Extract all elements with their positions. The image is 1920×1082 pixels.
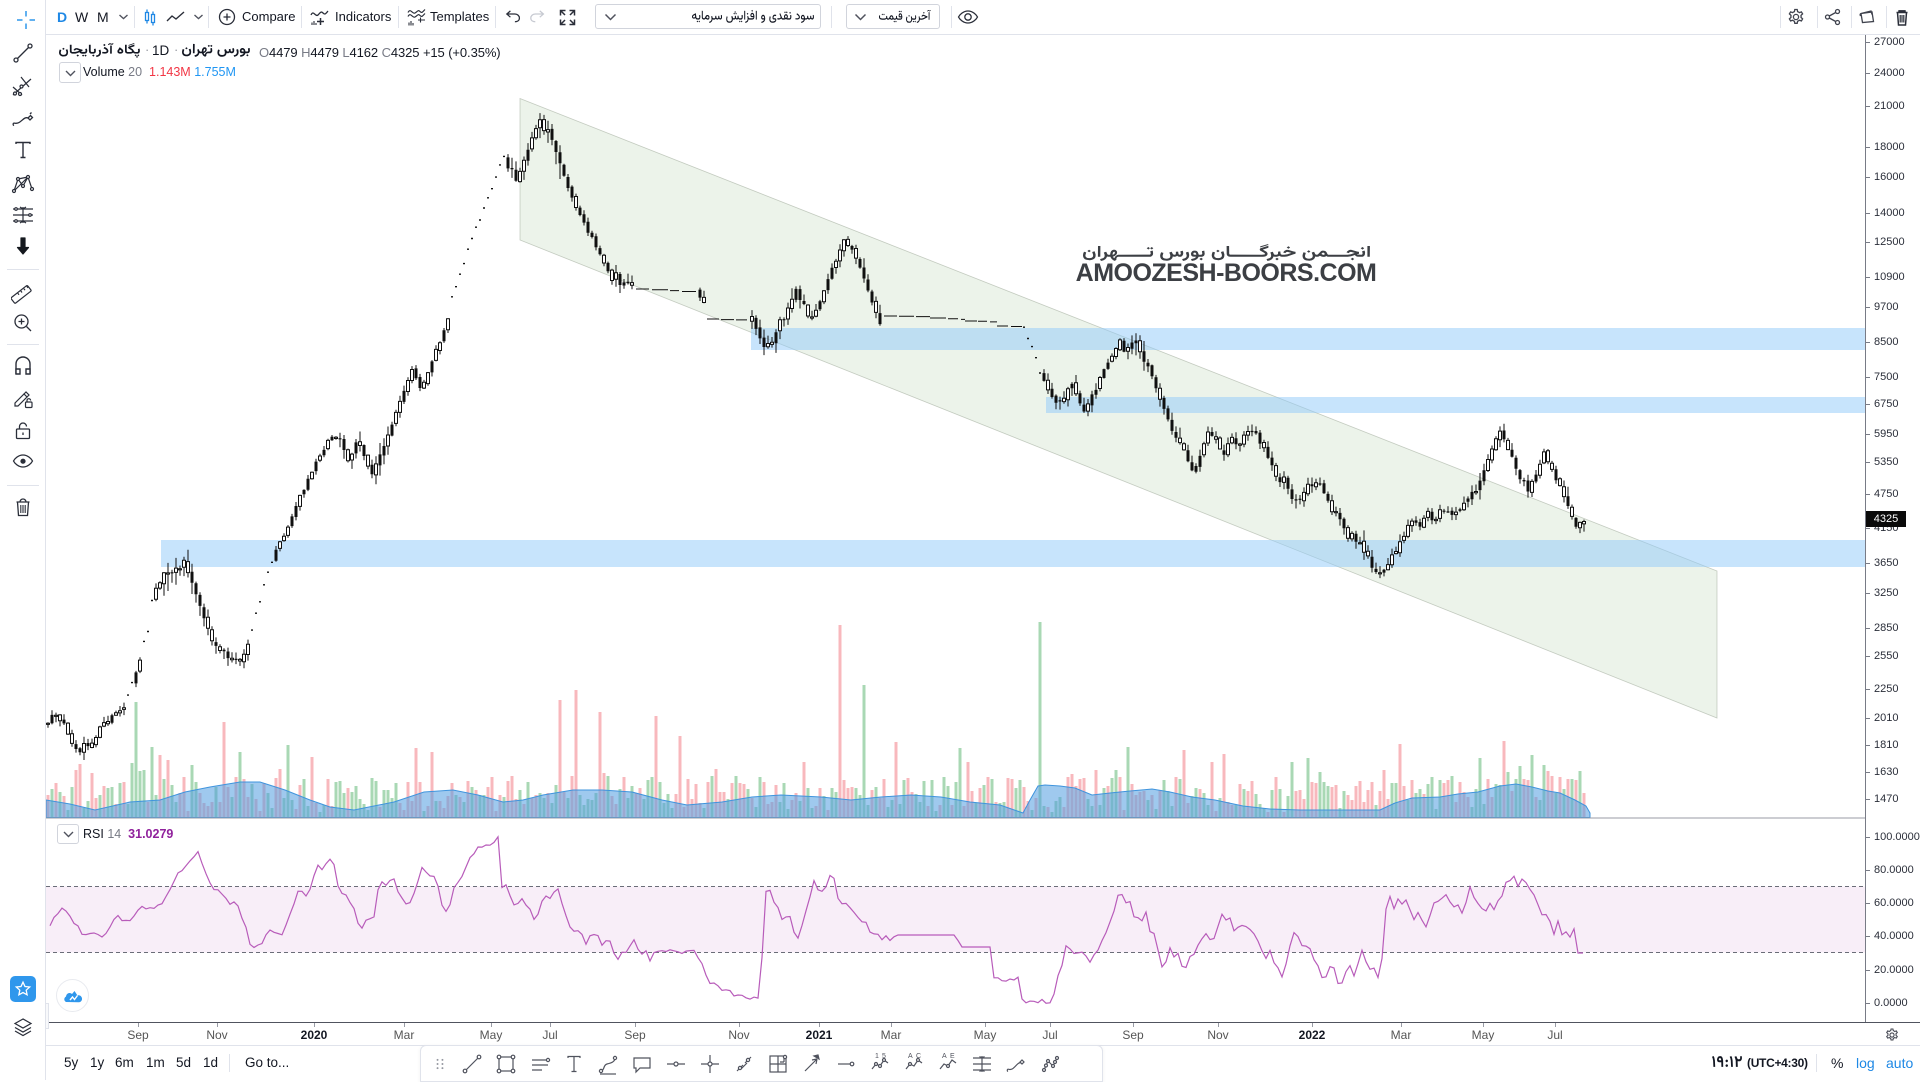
svg-text:1: 1 [875, 1053, 879, 1060]
svg-text:A: A [908, 1053, 913, 1060]
svg-text:C: C [916, 1053, 921, 1060]
svg-text:AMOOZESH-BOORS.COM: AMOOZESH-BOORS.COM [1076, 259, 1377, 287]
svg-text:5: 5 [882, 1053, 886, 1060]
svg-text:A: A [942, 1053, 947, 1060]
svg-text:E: E [950, 1053, 955, 1060]
